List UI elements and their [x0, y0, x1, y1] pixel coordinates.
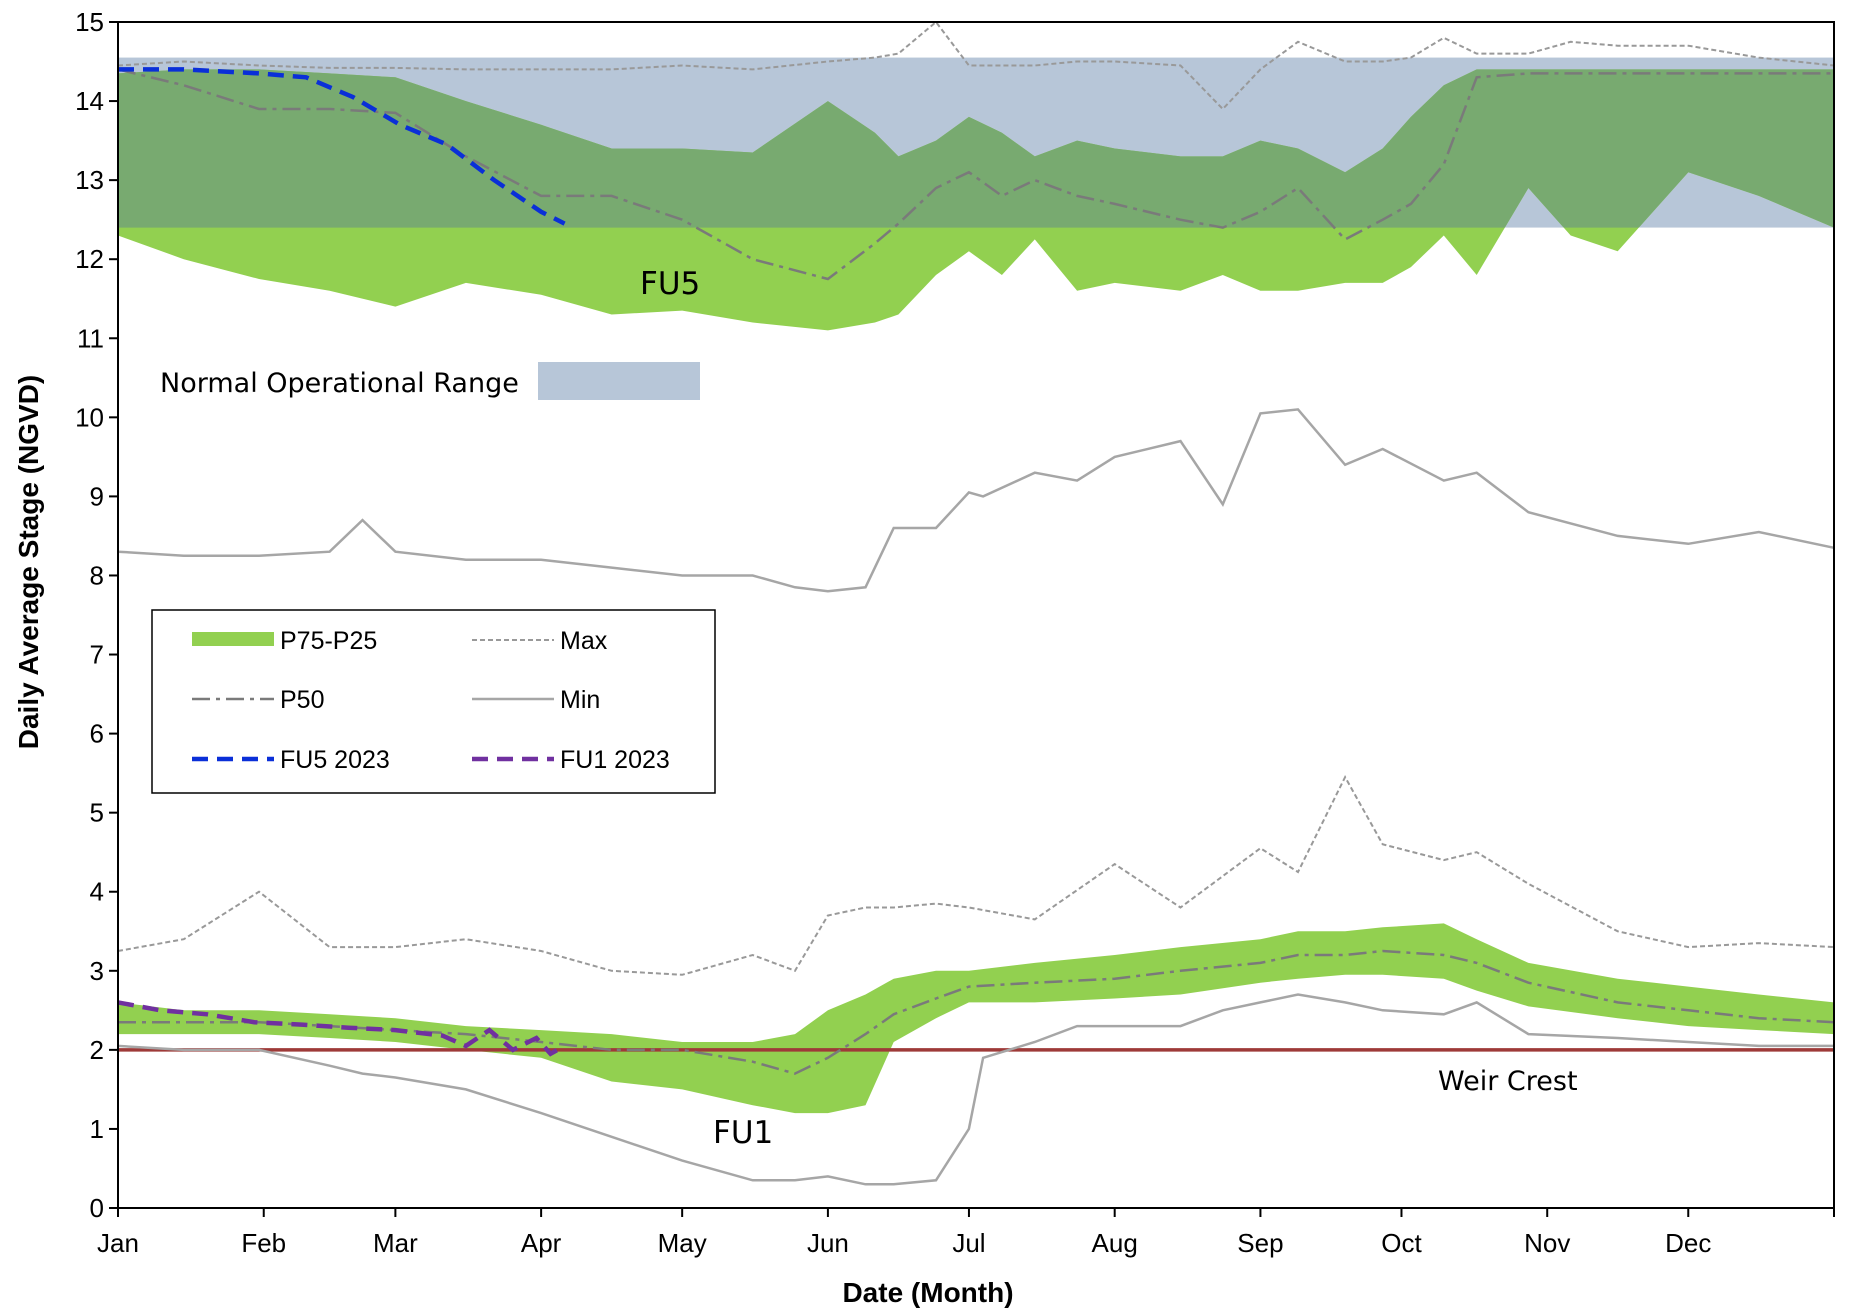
fu1-min-line — [117, 993, 1834, 1186]
y-tick-label: 12 — [75, 244, 104, 274]
legend-band-label: P75-P25 — [280, 627, 377, 655]
fu1-2023-line — [117, 1000, 566, 1057]
legend-p50-label: P50 — [280, 686, 324, 714]
y-tick-label: 10 — [75, 402, 104, 432]
fu5-p50-line — [117, 68, 1834, 281]
y-tick-label: 2 — [90, 1035, 104, 1065]
y-tick-label: 13 — [75, 165, 104, 195]
y-tick-label: 9 — [90, 481, 104, 511]
x-tick-label: Nov — [1524, 1228, 1570, 1258]
y-tick-label: 0 — [90, 1193, 104, 1223]
y-tick-label: 11 — [77, 323, 104, 353]
y-tick-label: 7 — [90, 640, 104, 670]
legend-band-swatch — [192, 632, 274, 646]
y-tick-label: 8 — [90, 560, 104, 590]
plot-frame — [117, 21, 1835, 1209]
y-tick-label: 3 — [90, 956, 104, 986]
legend-min-label: Min — [560, 686, 600, 714]
x-tick-label: May — [658, 1228, 707, 1258]
line-layer — [117, 20, 1835, 1186]
y-tick-label: 6 — [90, 719, 104, 749]
legend-fu5-2023-label: FU5 2023 — [280, 746, 390, 774]
y-tick-label: 5 — [90, 798, 104, 828]
x-tick-label: Apr — [521, 1228, 562, 1258]
fu1-label: FU1 — [713, 1115, 773, 1151]
y-tick-label: 15 — [75, 7, 104, 37]
weir-crest-label: Weir Crest — [1438, 1066, 1578, 1097]
x-tick-label: Jan — [97, 1228, 139, 1258]
legend-max-label: Max — [560, 627, 608, 655]
x-tick-label: Mar — [373, 1228, 418, 1258]
fu5-min-line — [117, 408, 1835, 593]
annotation-layer: Date (Month) Daily Average Stage (NGVD) … — [13, 266, 1578, 1308]
fu5-label: FU5 — [640, 266, 700, 302]
x-tick-label: Dec — [1665, 1228, 1711, 1258]
x-axis-title: Date (Month) — [842, 1277, 1013, 1308]
x-tick-label: Sep — [1237, 1228, 1283, 1258]
y-axis-title: Daily Average Stage (NGVD) — [13, 375, 44, 750]
legend: P75-P25 Max P50 Min FU5 2023 FU1 2023 — [151, 609, 716, 794]
fu5-max-line — [117, 20, 1835, 111]
legend-fu1-2023-label: FU1 2023 — [560, 746, 670, 774]
x-tick-label: Oct — [1381, 1228, 1422, 1258]
x-tick-label: Feb — [241, 1228, 286, 1258]
fu1-max-line — [117, 774, 1835, 976]
x-tick-label: Jun — [807, 1228, 849, 1258]
fu1-p50-line — [118, 949, 1835, 1075]
y-tick-label: 14 — [75, 86, 104, 116]
operational-range-swatch — [538, 362, 700, 400]
y-tick-label: 1 — [90, 1114, 104, 1144]
fu1-p75-p25-band — [118, 923, 1834, 1114]
x-tick-label: Aug — [1092, 1228, 1138, 1258]
x-tick-label: Jul — [952, 1228, 985, 1258]
band-layer — [118, 69, 1834, 1114]
operational-range-label: Normal Operational Range — [160, 368, 519, 399]
fu5-band-overlap — [118, 69, 1834, 228]
y-tick-label: 4 — [90, 877, 104, 907]
